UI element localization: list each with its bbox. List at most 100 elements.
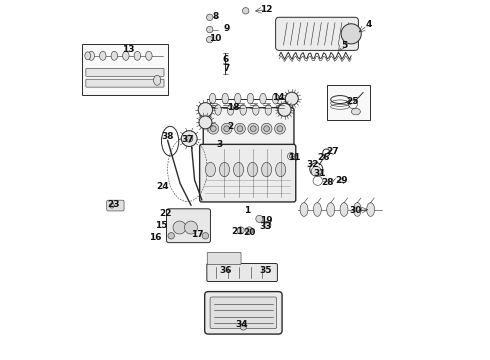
Ellipse shape [353, 203, 361, 216]
Text: 16: 16 [149, 233, 162, 242]
Circle shape [237, 227, 245, 234]
Circle shape [208, 123, 219, 134]
Text: 4: 4 [366, 20, 372, 29]
Circle shape [224, 126, 229, 132]
Text: 37: 37 [182, 135, 195, 144]
Circle shape [243, 8, 249, 14]
Ellipse shape [351, 108, 360, 115]
Circle shape [248, 123, 259, 134]
Ellipse shape [327, 203, 335, 216]
Circle shape [206, 14, 213, 21]
Ellipse shape [146, 51, 152, 60]
Text: 11: 11 [289, 153, 301, 162]
Text: 15: 15 [155, 221, 168, 230]
Text: 33: 33 [260, 222, 272, 231]
Text: 38: 38 [161, 132, 174, 140]
Ellipse shape [220, 162, 229, 177]
Ellipse shape [233, 162, 244, 177]
Circle shape [202, 233, 209, 239]
Circle shape [278, 103, 291, 116]
Ellipse shape [367, 203, 374, 216]
Circle shape [264, 126, 270, 132]
Ellipse shape [88, 51, 95, 60]
FancyBboxPatch shape [86, 68, 164, 76]
Text: 2: 2 [227, 122, 233, 131]
Circle shape [289, 154, 293, 158]
Text: 25: 25 [346, 97, 359, 106]
Circle shape [285, 92, 298, 105]
Text: 36: 36 [219, 266, 231, 275]
Text: 14: 14 [272, 93, 284, 102]
Ellipse shape [222, 93, 228, 104]
Ellipse shape [252, 104, 259, 115]
Circle shape [264, 221, 271, 229]
Ellipse shape [300, 203, 308, 216]
Text: 8: 8 [212, 12, 219, 21]
FancyBboxPatch shape [167, 209, 210, 243]
Ellipse shape [215, 104, 221, 115]
Text: 7: 7 [223, 64, 229, 73]
Text: 26: 26 [317, 153, 330, 162]
Text: 28: 28 [321, 178, 333, 187]
Ellipse shape [275, 162, 286, 177]
Text: 3: 3 [216, 140, 222, 149]
Ellipse shape [134, 51, 141, 60]
Circle shape [185, 221, 197, 234]
Circle shape [181, 131, 197, 147]
Ellipse shape [260, 93, 266, 104]
Ellipse shape [235, 93, 241, 104]
Text: 6: 6 [222, 55, 228, 64]
Ellipse shape [153, 75, 161, 85]
Ellipse shape [209, 93, 216, 104]
Ellipse shape [265, 104, 271, 115]
Circle shape [261, 123, 272, 134]
FancyBboxPatch shape [205, 292, 282, 334]
Circle shape [221, 123, 232, 134]
Text: 1: 1 [244, 206, 250, 215]
Text: 35: 35 [260, 266, 272, 275]
Text: 29: 29 [335, 176, 348, 185]
Text: 24: 24 [157, 182, 169, 191]
Circle shape [237, 126, 243, 132]
Ellipse shape [272, 93, 279, 104]
Ellipse shape [205, 162, 216, 177]
FancyBboxPatch shape [107, 200, 124, 211]
Bar [327, 85, 369, 120]
Ellipse shape [340, 203, 348, 216]
Text: 27: 27 [326, 147, 339, 156]
Circle shape [245, 227, 253, 234]
Ellipse shape [278, 104, 284, 115]
Ellipse shape [99, 51, 106, 60]
Ellipse shape [262, 162, 271, 177]
Text: 20: 20 [243, 228, 255, 237]
Circle shape [311, 166, 321, 176]
Bar [82, 44, 168, 95]
Circle shape [210, 126, 216, 132]
Circle shape [277, 126, 283, 132]
Circle shape [168, 233, 174, 239]
Text: 34: 34 [236, 320, 248, 329]
FancyBboxPatch shape [86, 79, 164, 87]
Circle shape [199, 116, 212, 129]
Text: 9: 9 [223, 23, 229, 32]
FancyBboxPatch shape [275, 17, 358, 50]
Circle shape [274, 123, 285, 134]
Text: 10: 10 [209, 34, 221, 43]
Circle shape [206, 26, 213, 33]
Circle shape [198, 103, 213, 117]
Text: 18: 18 [227, 103, 240, 112]
Text: 30: 30 [350, 206, 362, 215]
Circle shape [341, 24, 361, 44]
Circle shape [173, 221, 186, 234]
Text: 12: 12 [260, 4, 272, 13]
Circle shape [186, 135, 193, 142]
Circle shape [250, 126, 256, 132]
Circle shape [206, 36, 213, 43]
FancyBboxPatch shape [207, 252, 241, 265]
Text: 23: 23 [107, 200, 120, 209]
Text: 22: 22 [159, 209, 171, 217]
Text: 32: 32 [306, 161, 319, 169]
Circle shape [256, 215, 263, 222]
Text: 21: 21 [231, 227, 244, 236]
Ellipse shape [247, 162, 258, 177]
